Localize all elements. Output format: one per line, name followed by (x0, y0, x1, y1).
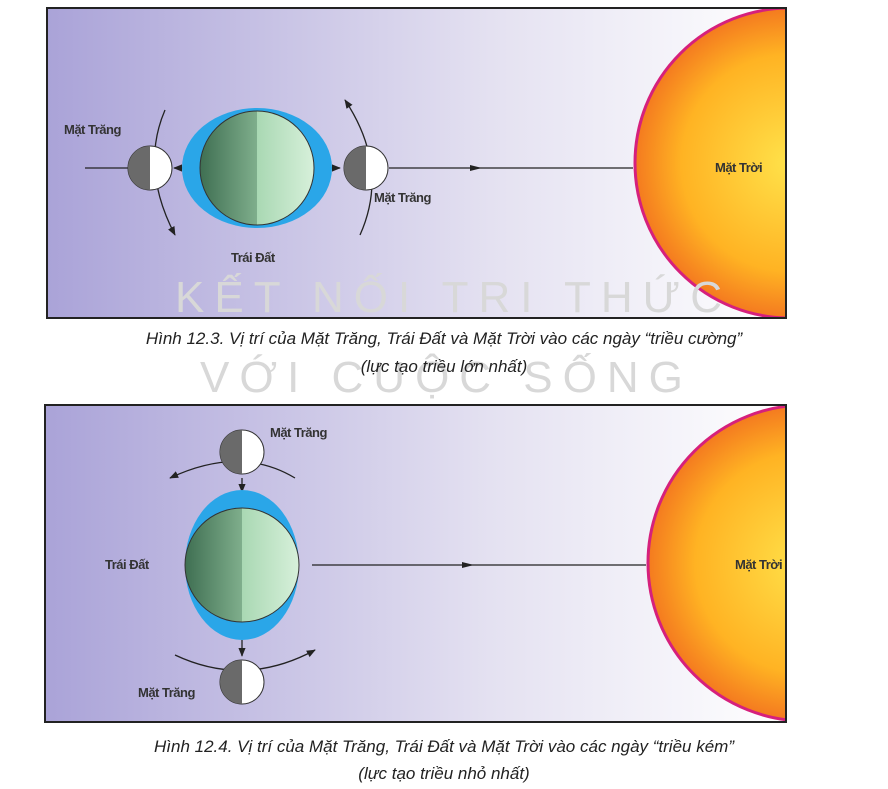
watermark: KẾT NỐI TRI THỨC (175, 271, 732, 322)
caption: (lực tạo triều lớn nhất) (361, 357, 528, 376)
label: Mặt Trăng (138, 685, 195, 700)
earth (199, 110, 315, 226)
caption: (lực tạo triều nhỏ nhất) (358, 764, 529, 783)
label: Trái Đất (105, 557, 150, 572)
earth (184, 507, 300, 623)
label: Mặt Trăng (270, 425, 327, 440)
label: Mặt Trời (715, 160, 762, 175)
caption: Hình 12.3. Vị trí của Mặt Trăng, Trái Đấ… (146, 329, 744, 348)
sun (633, 8, 786, 318)
label: Mặt Trăng (374, 190, 431, 205)
figure-1: Mặt Trăng Mặt Trăng Trái Đất Mặt Trời (46, 7, 787, 319)
label: Trái Đất (231, 250, 276, 265)
label: Mặt Trăng (64, 122, 121, 137)
label: Mặt Trời (735, 557, 782, 572)
figure-2: Mặt Trăng Mặt Trăng Trái Đất Mặt Trời (44, 404, 787, 723)
caption: Hình 12.4. Vị trí của Mặt Trăng, Trái Đấ… (154, 737, 735, 756)
sun (646, 405, 786, 722)
watermark: VỚI CUỘC SỐNG (200, 351, 693, 402)
